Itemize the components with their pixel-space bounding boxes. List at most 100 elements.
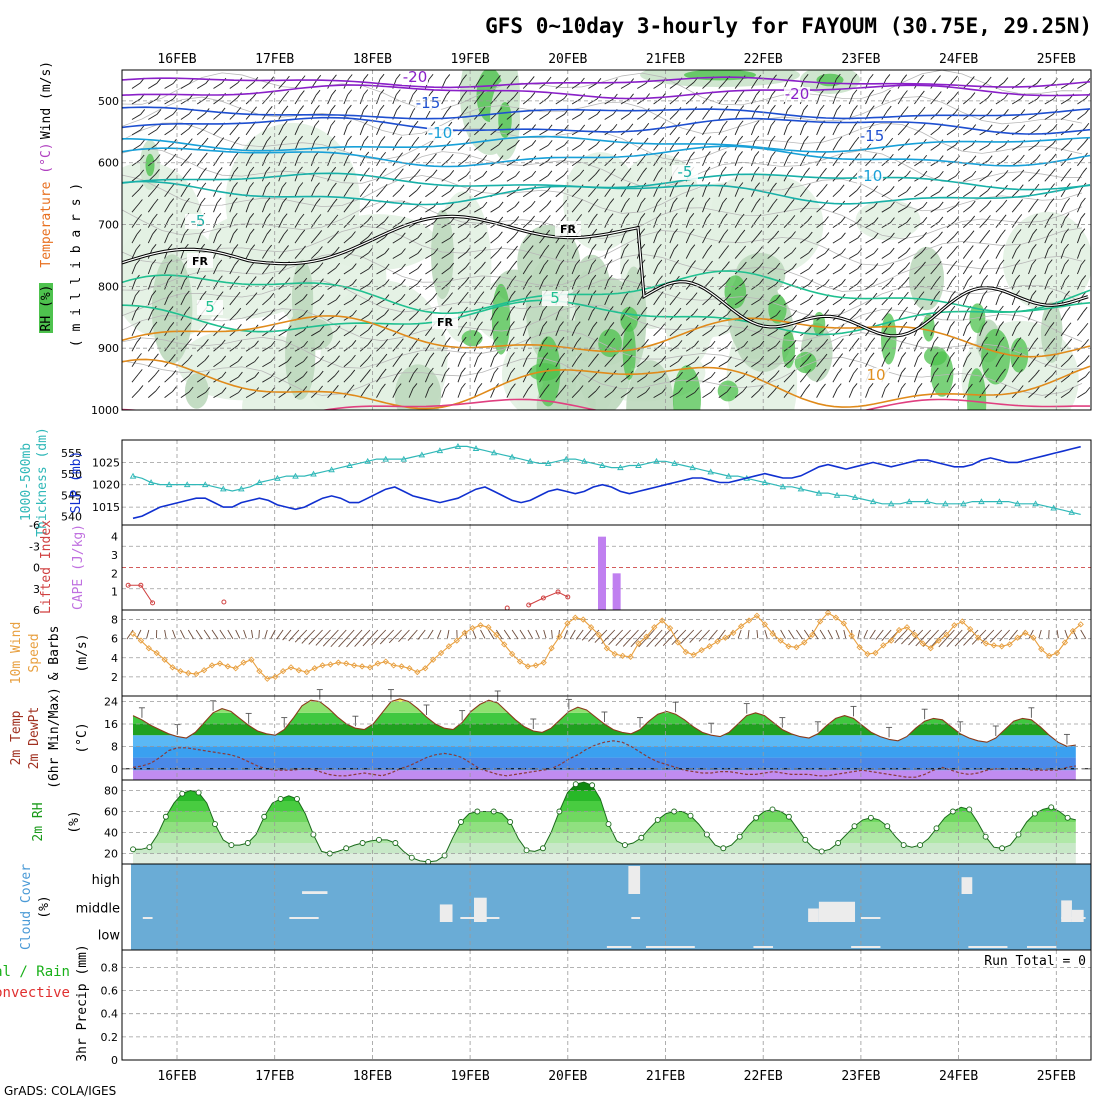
li-marker	[565, 594, 571, 600]
wind-barb	[555, 279, 560, 290]
wind-barb	[473, 372, 479, 383]
wind-barb	[131, 390, 140, 398]
wind-barb	[824, 248, 830, 254]
wind-barb	[984, 368, 989, 374]
wind-barb	[920, 106, 926, 113]
wind-barb	[506, 388, 512, 398]
wind-barb	[430, 337, 436, 344]
wind-barb	[1031, 259, 1037, 265]
wind-barb	[343, 220, 352, 228]
wind-barb	[473, 326, 479, 337]
wind-barb	[718, 110, 725, 120]
contour-label: FR	[437, 316, 454, 329]
wind-barb	[790, 215, 796, 221]
wind-barb	[480, 276, 486, 283]
wind-barb	[382, 167, 387, 174]
cloud-bg	[131, 864, 1091, 950]
wind-barb	[571, 326, 577, 337]
wind-barb	[267, 106, 273, 112]
wind-barb	[515, 170, 520, 177]
wind-barb	[888, 137, 894, 144]
wind-barb	[787, 135, 792, 142]
wind-barb	[135, 290, 140, 296]
wind-barb	[575, 244, 581, 250]
wind10m-barb	[796, 629, 803, 640]
wind-barb	[131, 82, 141, 89]
wind-barb	[229, 345, 239, 352]
wind-barb	[755, 182, 760, 188]
wind-barb	[441, 174, 451, 182]
wind-barb	[669, 187, 675, 197]
wind-barb	[154, 183, 160, 190]
wind-barb	[294, 95, 301, 105]
wind-barb	[724, 245, 730, 251]
wind-barb	[897, 191, 907, 198]
wind-barb	[1044, 233, 1050, 244]
wind-barb	[653, 187, 659, 197]
wind-barb	[594, 353, 599, 360]
wind-barb	[302, 371, 308, 377]
wind-barb	[449, 247, 455, 254]
wind-barb	[805, 167, 810, 174]
wind-barb	[281, 182, 287, 188]
wind-barb	[465, 247, 471, 253]
wind-barb	[726, 371, 732, 378]
wind-barb	[563, 77, 569, 83]
wind-barb	[478, 321, 483, 328]
thickness-marker	[544, 459, 552, 466]
wind-barb	[1060, 375, 1070, 383]
wind-barb	[773, 214, 779, 221]
wind-barb	[363, 135, 369, 142]
wind-barb	[636, 202, 642, 213]
wind-barb	[946, 144, 956, 151]
wind10m-barb	[563, 629, 568, 639]
wind-barb	[767, 345, 777, 352]
wind-barb	[743, 356, 748, 362]
wind-barb	[1033, 337, 1039, 344]
wind-barb	[816, 252, 826, 259]
wind-barb	[901, 367, 906, 374]
wind-barb	[539, 249, 546, 259]
wind-barb	[542, 336, 548, 343]
wind-barb	[986, 215, 991, 221]
wind-barb	[147, 218, 154, 228]
wind-barb	[922, 170, 928, 177]
wind10m-barb	[503, 629, 511, 640]
upper-air-panel: -20-20-15-15-10-10-5-55510FRFRFR50060070…	[91, 69, 1092, 440]
wind10m-marker	[880, 642, 887, 649]
wind-barb	[359, 344, 369, 352]
wind-tick-label: 8	[111, 614, 118, 627]
wind-barb	[526, 290, 532, 297]
wind-barb	[886, 105, 892, 112]
wind-barb	[164, 128, 174, 136]
wind-barb	[261, 202, 267, 213]
wind-barb	[767, 267, 777, 275]
wind-barb	[392, 283, 402, 290]
wind-barb	[317, 230, 323, 236]
wind-barb	[738, 151, 743, 157]
wind-barb	[983, 259, 989, 266]
wind-barb	[415, 168, 421, 175]
wind-barb	[474, 236, 483, 244]
wind-barb	[571, 249, 577, 259]
wind-barb	[995, 357, 1002, 367]
wind-barb	[787, 120, 792, 126]
wind-barb	[841, 263, 846, 270]
wind-barb	[1020, 77, 1025, 84]
wind-barb	[425, 283, 434, 290]
wind-barb	[1018, 369, 1023, 375]
wind10m-barb	[881, 629, 892, 641]
wind-barb	[685, 126, 693, 136]
wind-barb	[1067, 338, 1073, 345]
wind-barb	[376, 314, 385, 321]
wind-barb	[816, 157, 823, 167]
wind-barb	[805, 183, 811, 190]
wind-barb	[359, 188, 367, 197]
wind-barb	[151, 259, 157, 265]
wind-barb	[918, 306, 924, 312]
cloud-patch	[628, 866, 641, 894]
wind-barb	[1044, 113, 1054, 120]
wind-barb	[417, 232, 423, 239]
wind10m-barb	[227, 629, 234, 639]
wind10m-marker	[1006, 641, 1013, 648]
